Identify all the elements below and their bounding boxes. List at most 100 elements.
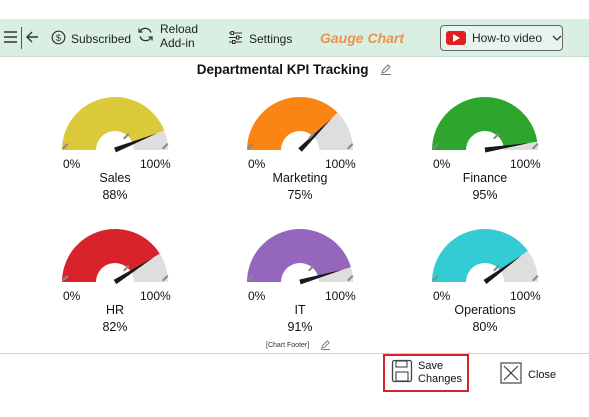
gauge-max-label: 100% bbox=[325, 157, 356, 171]
gauge-fill-arc bbox=[247, 228, 351, 282]
close-button[interactable]: Close bbox=[500, 362, 556, 387]
gauge-fill-arc bbox=[62, 96, 165, 150]
edit-pencil-icon bbox=[432, 143, 439, 150]
gauge-sales: 0% 100% Sales 88% bbox=[55, 88, 175, 208]
gauge-remaining-arc bbox=[313, 112, 353, 150]
gauge-needle bbox=[299, 269, 344, 285]
chart-heading: Departmental KPI Tracking bbox=[0, 62, 589, 77]
gauge-name: Operations bbox=[454, 303, 516, 317]
reload-label-line2: Add-in bbox=[160, 36, 195, 50]
settings-label: Settings bbox=[249, 32, 293, 46]
svg-text:$: $ bbox=[56, 33, 61, 43]
edit-pencil-icon bbox=[532, 275, 539, 282]
sliders-icon bbox=[228, 30, 243, 48]
save-changes-button[interactable]: Save Changes bbox=[383, 354, 469, 392]
edit-pencil-icon bbox=[308, 265, 315, 272]
gauge-name: Finance bbox=[462, 171, 508, 185]
gauge-fill-arc bbox=[432, 96, 538, 150]
edit-pencil-icon bbox=[432, 275, 439, 282]
gauge-name: Sales bbox=[99, 171, 131, 185]
gauge-value: 95% bbox=[472, 188, 498, 202]
gauge-finance: 0% 100% Finance 95% bbox=[425, 88, 545, 208]
edit-pencil-icon bbox=[532, 143, 539, 150]
gauge-max-label: 100% bbox=[140, 289, 171, 303]
gauge-needle bbox=[114, 133, 157, 153]
gauge-svg bbox=[247, 97, 354, 152]
edit-pencil-icon bbox=[123, 265, 130, 272]
gauge-name: HR bbox=[105, 303, 125, 317]
chart-footer: [Chart Footer] bbox=[266, 342, 310, 349]
close-label: Close bbox=[528, 368, 557, 381]
gauge-fill-arc bbox=[247, 97, 338, 150]
gauge-name: IT bbox=[294, 303, 306, 317]
gauge-min-label: 0% bbox=[63, 157, 81, 171]
gauge-remaining-arc bbox=[503, 141, 538, 150]
edit-pencil-icon bbox=[162, 143, 169, 150]
save-label-line2: Changes bbox=[418, 373, 463, 385]
gauge-remaining-arc bbox=[132, 130, 168, 150]
toolbar: $ Subscribed Reload Add-in Settings Gaug… bbox=[0, 19, 589, 57]
gauge-remaining-arc bbox=[131, 253, 168, 282]
gauge-max-label: 100% bbox=[510, 157, 541, 171]
edit-pencil-icon bbox=[247, 275, 254, 282]
gauge-needle bbox=[483, 255, 522, 285]
edit-pencil-icon bbox=[493, 265, 500, 272]
edit-pencil-icon[interactable] bbox=[380, 63, 392, 75]
gauge-remaining-arc bbox=[318, 267, 353, 282]
gauge-value: 91% bbox=[287, 320, 313, 334]
reload-label-line1: Reload bbox=[160, 22, 199, 36]
gauge-min-label: 0% bbox=[433, 157, 451, 171]
save-icon bbox=[391, 359, 413, 388]
menu-icon[interactable] bbox=[3, 29, 18, 45]
edit-pencil-icon bbox=[162, 275, 169, 282]
gauge-svg bbox=[62, 228, 169, 285]
edit-pencil-icon bbox=[308, 133, 315, 140]
subscribed-label: Subscribed bbox=[71, 32, 132, 46]
gauge-needle bbox=[113, 257, 153, 285]
gauge-value: 75% bbox=[287, 188, 313, 202]
edit-pencil-icon bbox=[347, 143, 354, 150]
gauge-value: 82% bbox=[102, 320, 128, 334]
gauge-marketing: 0% 100% Marketing 75% bbox=[240, 88, 360, 208]
edit-pencil-icon bbox=[62, 143, 69, 150]
gauge-value: 80% bbox=[472, 320, 498, 334]
reload-addin-button[interactable]: Reload Add-in bbox=[137, 22, 198, 50]
subscribed-button[interactable]: $ Subscribed bbox=[51, 30, 131, 48]
chart-title: Departmental KPI Tracking bbox=[196, 62, 369, 77]
close-icon bbox=[500, 362, 522, 387]
settings-button[interactable]: Settings bbox=[228, 30, 292, 48]
youtube-icon bbox=[446, 31, 466, 45]
save-label-line1: Save bbox=[418, 360, 444, 372]
gauge-max-label: 100% bbox=[325, 289, 356, 303]
footer-divider bbox=[0, 353, 589, 354]
gauge-chart-title: Gauge Chart bbox=[320, 30, 405, 46]
gauge-svg bbox=[62, 96, 169, 153]
gauge-it: 0% 100% IT 91% bbox=[240, 220, 360, 340]
edit-pencil-icon bbox=[123, 133, 130, 140]
gauge-svg bbox=[432, 229, 539, 285]
back-arrow-icon[interactable] bbox=[25, 29, 40, 45]
gauge-hr: 0% 100% HR 82% bbox=[55, 220, 175, 340]
footer-edit-pencil-icon[interactable] bbox=[320, 337, 331, 350]
gauge-name: Marketing bbox=[272, 171, 328, 185]
gauge-min-label: 0% bbox=[248, 289, 266, 303]
gauge-needle bbox=[484, 142, 530, 153]
edit-pencil-icon bbox=[247, 143, 254, 150]
gauge-min-label: 0% bbox=[248, 157, 266, 171]
gauge-remaining-arc bbox=[500, 250, 538, 282]
edit-pencil-icon bbox=[62, 275, 69, 282]
gauge-svg bbox=[432, 96, 539, 153]
refresh-icon bbox=[137, 26, 154, 46]
gauge-fill-arc bbox=[432, 229, 528, 282]
gauge-max-label: 100% bbox=[140, 157, 171, 171]
gauge-min-label: 0% bbox=[433, 289, 451, 303]
howto-video-dropdown[interactable]: How-to video bbox=[440, 25, 563, 51]
edit-pencil-icon bbox=[347, 275, 354, 282]
gauge-min-label: 0% bbox=[63, 289, 81, 303]
howto-label: How-to video bbox=[472, 31, 543, 45]
gauge-svg bbox=[247, 228, 354, 285]
chevron-down-icon bbox=[552, 31, 562, 45]
edit-pencil-icon bbox=[493, 133, 500, 140]
gauge-operations: 0% 100% Operations 80% bbox=[425, 220, 545, 340]
